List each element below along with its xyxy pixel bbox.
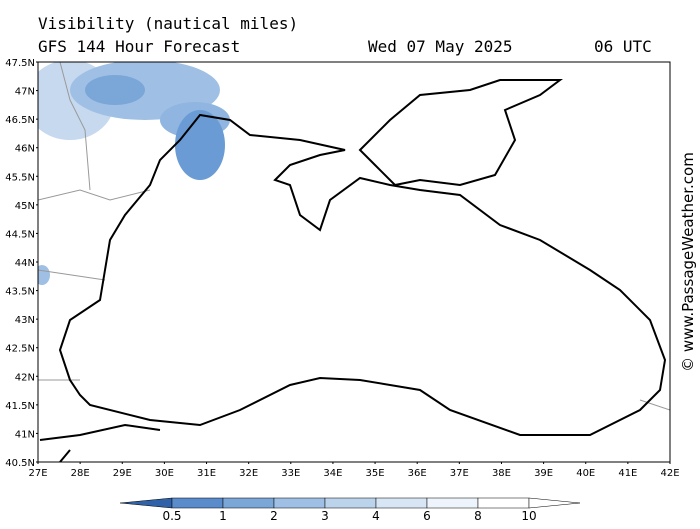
lon-label: 27E xyxy=(28,468,47,479)
lon-label: 34E xyxy=(323,468,342,479)
lon-label: 39E xyxy=(534,468,553,479)
subtitle: GFS 144 Hour Forecast xyxy=(38,37,240,56)
lat-label: 47N xyxy=(15,87,35,98)
coastline xyxy=(39,423,161,462)
lon-label: 29E xyxy=(113,468,132,479)
colorbar-label: 0.5 xyxy=(162,509,181,523)
lon-label: 33E xyxy=(281,468,300,479)
colorbar-segment xyxy=(171,497,224,509)
lat-label: 45N xyxy=(15,201,35,212)
colorbar-segment xyxy=(426,497,479,509)
colorbar-segment xyxy=(375,497,428,509)
colorbar-label: 4 xyxy=(372,509,380,523)
map-area xyxy=(37,61,671,463)
lat-label: 43.5N xyxy=(5,287,35,298)
colorbar-segment xyxy=(477,497,530,509)
colorbar: 0.5 1 2 3 4 6 8 10 xyxy=(119,497,581,523)
lon-label: 28E xyxy=(71,468,90,479)
visibility-area xyxy=(175,110,225,180)
colorbar-end xyxy=(119,497,173,509)
border xyxy=(38,62,670,411)
forecast-time: 06 UTC xyxy=(594,37,652,56)
lat-label: 47.5N xyxy=(5,58,35,69)
lat-label: 41N xyxy=(15,429,35,440)
lat-label: 42N xyxy=(15,372,35,383)
lat-label: 44N xyxy=(15,258,35,269)
lat-label: 46.5N xyxy=(5,115,35,126)
lat-label: 41.5N xyxy=(5,401,35,412)
colorbar-segment xyxy=(324,497,377,509)
lon-label: 41E xyxy=(618,468,637,479)
colorbar-end xyxy=(528,497,581,509)
lon-label: 42E xyxy=(660,468,679,479)
lat-label: 42.5N xyxy=(5,344,35,355)
title: Visibility (nautical miles) xyxy=(38,14,298,33)
lon-label: 30E xyxy=(155,468,174,479)
colorbar-label: 1 xyxy=(219,509,227,523)
colorbar-segment xyxy=(222,497,275,509)
colorbar-label: 2 xyxy=(270,509,278,523)
colorbar-label: 8 xyxy=(474,509,482,523)
coastline xyxy=(58,113,667,436)
lon-label: 35E xyxy=(366,468,385,479)
lat-label: 46N xyxy=(15,144,35,155)
lon-label: 38E xyxy=(492,468,511,479)
lat-label: 43N xyxy=(15,315,35,326)
lat-label: 45.5N xyxy=(5,172,35,183)
lon-label: 31E xyxy=(197,468,216,479)
colorbar-label: 10 xyxy=(521,509,536,523)
lon-label: 40E xyxy=(576,468,595,479)
colorbar-segment xyxy=(273,497,326,509)
forecast-date: Wed 07 May 2025 xyxy=(368,37,513,56)
lon-label: 37E xyxy=(450,468,469,479)
colorbar-label: 6 xyxy=(423,509,431,523)
visibility-area xyxy=(85,75,145,105)
lon-label: 36E xyxy=(408,468,427,479)
lat-label: 40.5N xyxy=(5,458,35,469)
coastline xyxy=(358,79,563,187)
watermark: © www.PassageWeather.com xyxy=(679,152,697,372)
colorbar-label: 3 xyxy=(321,509,329,523)
visibility-area xyxy=(38,265,50,285)
lat-label: 44.5N xyxy=(5,229,35,240)
lon-label: 32E xyxy=(239,468,258,479)
